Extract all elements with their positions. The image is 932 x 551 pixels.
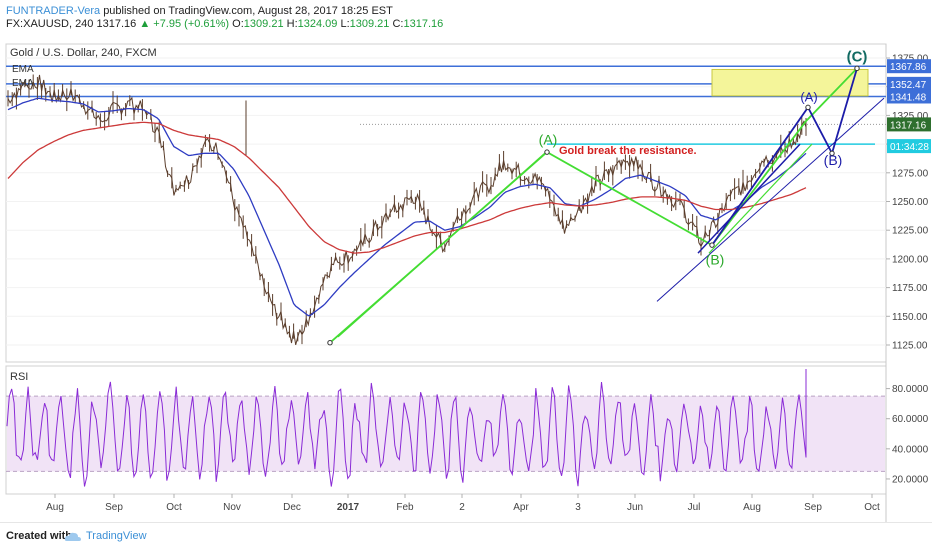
x-tick-label: Apr [513,502,529,513]
wave-c-label: (C) [847,48,868,65]
last-price: 1317.16 [96,18,137,30]
y-tick-label: 1175.00 [892,283,928,294]
x-tick-label: 2 [459,502,465,513]
y-tick-label: 1200.00 [892,254,929,265]
price-badge-mid-bg [887,76,931,91]
high-value: 1324.09 [297,18,338,30]
wave-abc-blue [711,68,858,246]
y-tick-label: 1275.00 [892,168,929,179]
y-tick-label: 1225.00 [892,226,929,237]
rsi-title: RSI [10,371,28,383]
x-tick-label: Oct [166,502,182,513]
channel-line-blue [656,97,885,302]
symbol-label: FX:XAUUSD, 240 [6,18,94,30]
price-change: +7.95 (+0.61%) [153,18,230,30]
wave-a-label: (A) [539,131,558,147]
y-tick-label: 1150.00 [892,312,928,323]
trend-line-blue [697,143,801,254]
x-tick-label: Aug [46,502,64,513]
wave-green-channel-line [708,143,813,254]
x-tick-label: Dec [283,502,301,513]
x-tick-label: Oct [864,502,880,513]
high-label: H: [286,18,298,30]
wave-point [829,150,835,156]
price-badge-low-bg [887,89,931,104]
wave-blue-b-label: (B) [824,152,843,168]
countdown-badge-bg [887,139,931,154]
ohlc-bar: FX:XAUUSD, 240 1317.16 ▲ +7.95 (+0.61%) … [6,18,443,30]
wave-point [544,149,550,155]
x-tick-label: Jul [688,502,701,513]
x-tick-label: 2017 [337,502,360,513]
close-label: C: [392,18,404,30]
x-tick-label: Aug [743,502,761,513]
wave-point [805,104,811,111]
legend-ema-2: EMA [12,78,34,89]
wave-point [327,340,333,346]
chart-canvas[interactable]: 1125.00 1150.00 1175.00 1200.00 1225.00 1250.… [0,38,932,522]
legend-ema-1: EMA [12,64,34,75]
rsi-tick-label: 80.0000 [892,384,929,395]
ema-fast-series [7,97,807,317]
rsi-tick-label: 60.0000 [892,414,929,425]
open-value: 1309.21 [243,18,284,30]
price-badge-top-bg [887,59,931,74]
countdown-badge: 01:34:28 [890,142,929,153]
x-tick-label: Nov [223,502,241,513]
y-tick-label: 1125.00 [892,341,928,352]
publish-info: published on TradingView.com, August 28,… [103,5,393,17]
rsi-tick-label: 20.0000 [892,474,929,485]
low-label: L: [340,18,350,30]
y-tick-label: 1325.00 [892,111,929,122]
low-value: 1309.21 [349,18,390,30]
x-tick-label: Sep [105,502,123,513]
tradingview-cloud-icon [64,532,81,541]
x-tick-label: 3 [575,502,581,513]
last-price-badge-bg [887,117,931,132]
resistance-note: Gold break the resistance. [559,145,697,157]
price-badge-mid: 1352.47 [890,80,927,91]
y-tick-label: 1375.00 [892,54,929,65]
footer: Created with TradingView [0,522,932,551]
wave-blue-a-label: (A) [800,90,817,105]
up-arrow-icon: ▲ [139,18,151,30]
tradingview-brand[interactable]: TradingView [86,530,147,542]
chart-title: Gold / U.S. Dollar, 240, FXCM [10,47,157,59]
wave-b-label: (B) [706,252,725,268]
ema-slow-series [7,121,807,254]
price-badge-low: 1341.48 [890,92,927,103]
open-label: O: [232,18,244,30]
price-badge-top: 1367.86 [890,62,927,73]
wave-point [709,242,715,248]
wave-channel-green [337,151,547,338]
rsi-band [7,396,885,472]
close-value: 1317.16 [403,18,444,30]
created-with-label: Created with [6,530,73,542]
rsi-series [6,369,807,487]
author-name[interactable]: FUNTRADER-Vera [6,5,101,17]
price-series [7,74,807,346]
x-tick-label: Sep [804,502,822,513]
target-zone [711,68,869,97]
last-price-badge: 1317.16 [890,120,927,131]
chart-header: FUNTRADER-Vera published on TradingView.… [6,4,393,18]
x-tick-label: Feb [396,502,414,513]
wave-point [854,65,860,72]
rsi-tick-label: 40.0000 [892,444,929,455]
x-tick-label: Jun [627,502,643,513]
y-tick-label: 1250.00 [892,197,929,208]
